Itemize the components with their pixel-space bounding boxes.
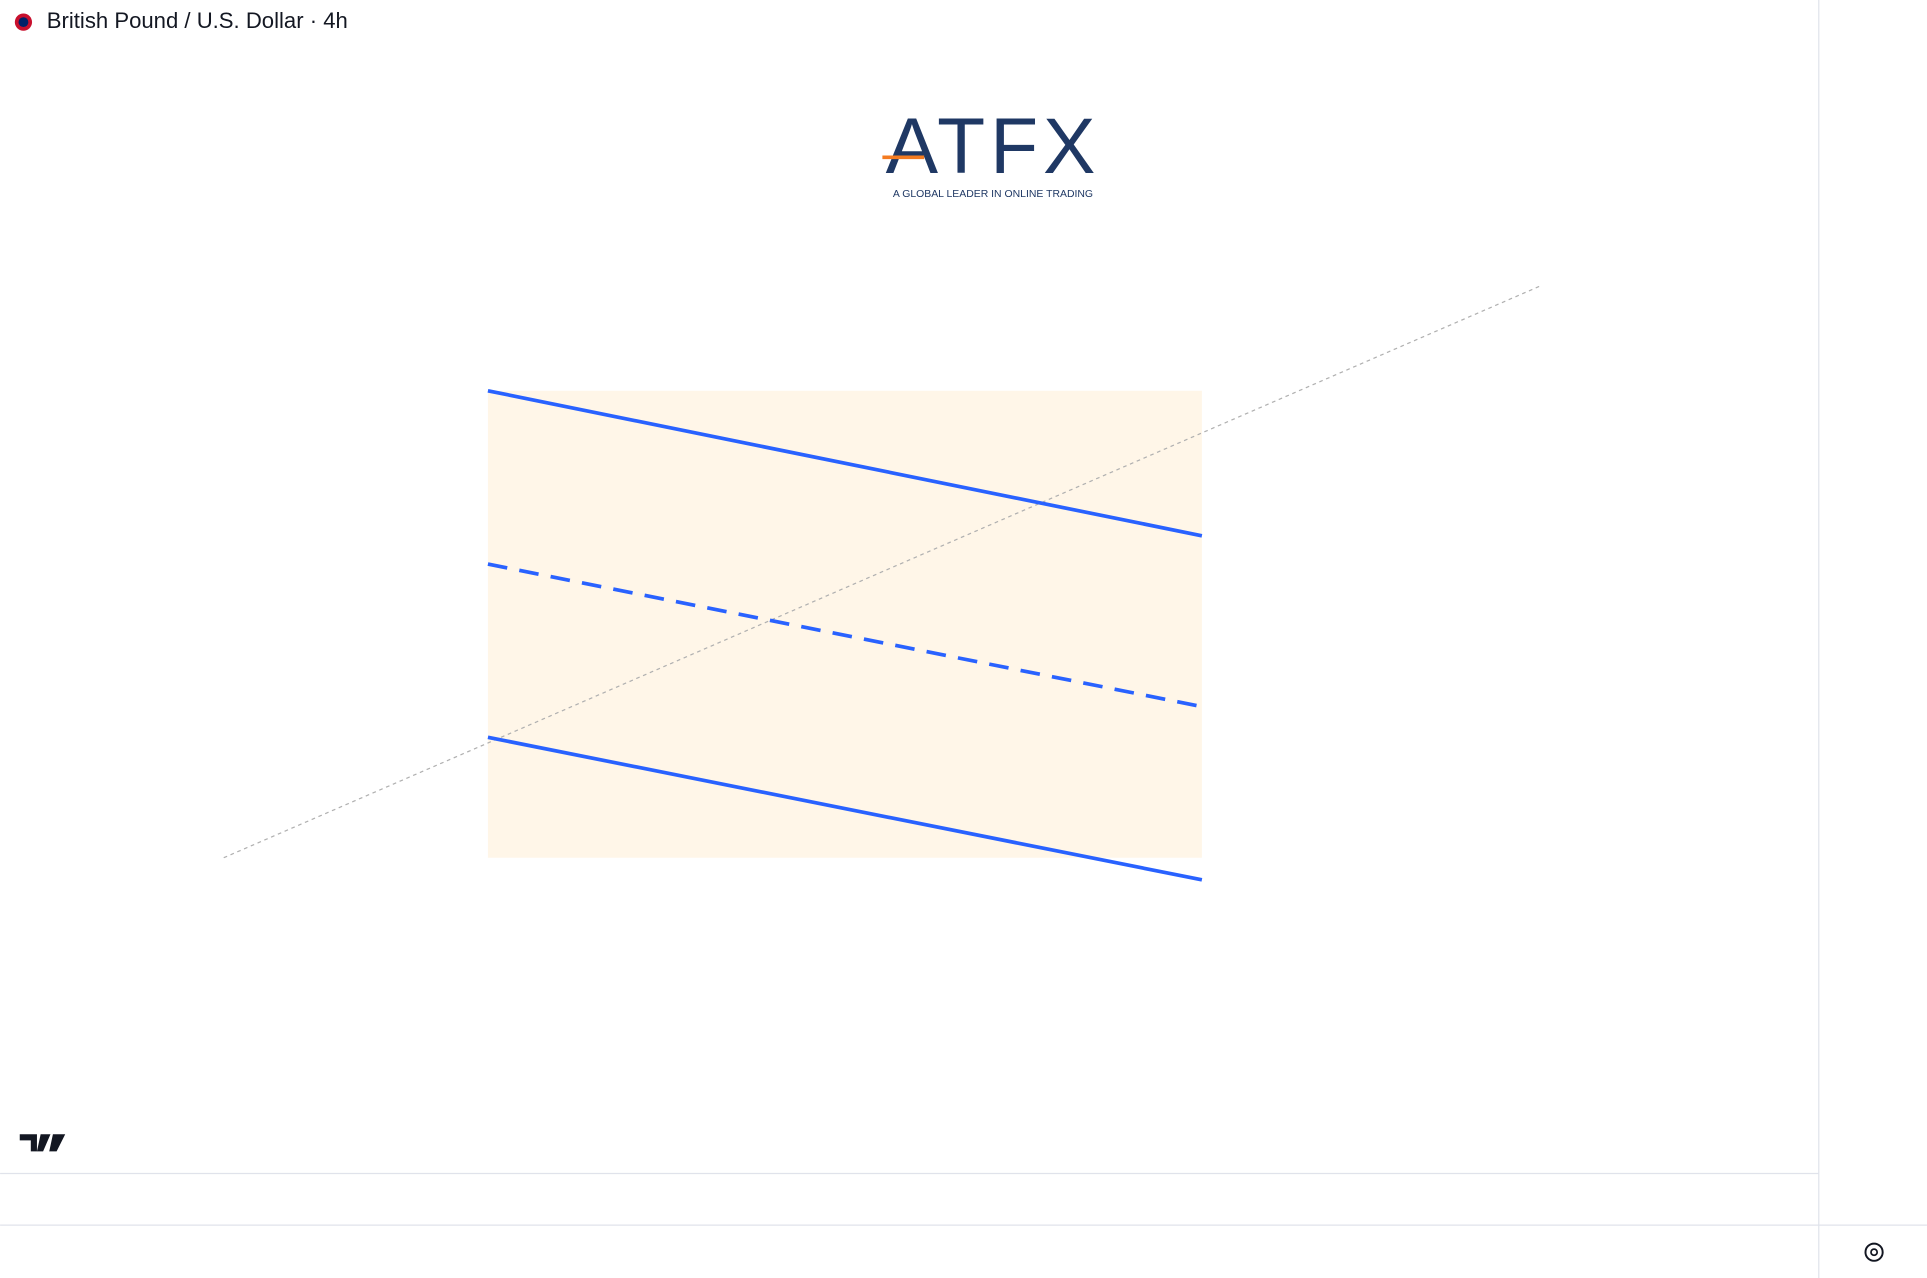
channel-middle [487,562,1203,709]
tv-logo [19,1134,66,1152]
channel-upper [487,388,1203,538]
logo-name: ATFX [886,102,1101,190]
flag-icon-inner [18,17,29,28]
range-box [487,390,1202,858]
logo-tagline: A GLOBAL LEADER IN ONLINE TRADING [893,189,1093,200]
chart-title: British Pound / U.S. Dollar · 4h [47,8,348,33]
settings-icon[interactable] [1864,1242,1884,1262]
channel-lower [487,735,1203,882]
fib-trend-line [223,284,1543,859]
settings-icon-center[interactable] [1870,1248,1879,1257]
